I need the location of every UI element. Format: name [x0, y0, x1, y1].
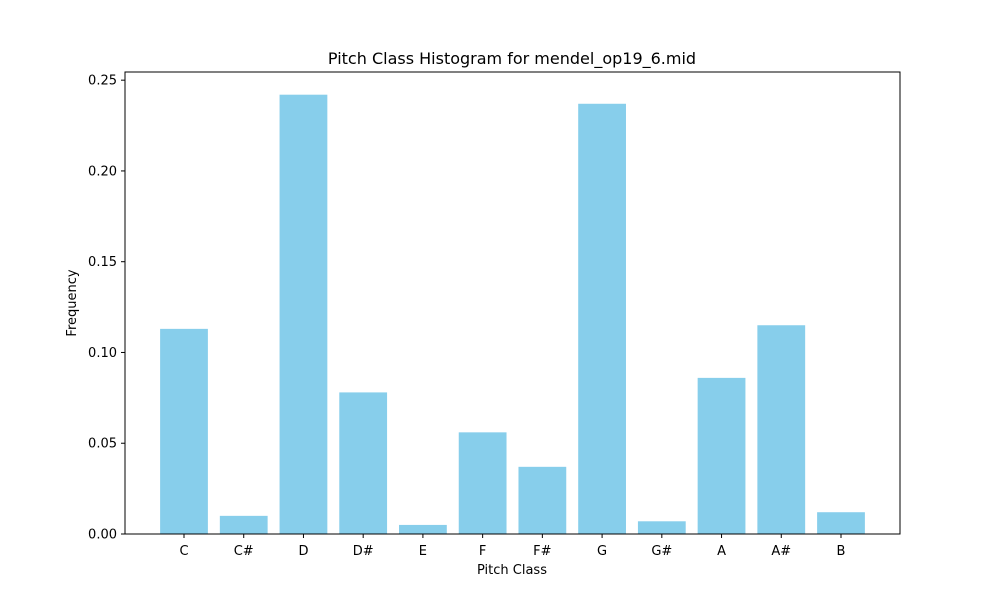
- y-tick-label: 0.00: [88, 528, 117, 543]
- x-axis-ticks: C C# D D# E F F# G G# A A# B: [179, 534, 845, 559]
- x-tick-label: B: [837, 544, 846, 559]
- x-tick-label: F: [479, 544, 486, 559]
- y-tick-label: 0.05: [88, 437, 117, 452]
- x-tick-label: G: [597, 544, 607, 559]
- x-tick-label: D#: [353, 544, 374, 559]
- bar-a-sharp: [757, 325, 806, 534]
- y-tick-label: 0.15: [88, 255, 117, 270]
- bar-d-sharp: [339, 392, 388, 534]
- y-axis-ticks: 0.00 0.05 0.10 0.15 0.20 0.25: [88, 74, 125, 543]
- bar-a: [697, 377, 746, 534]
- x-tick-label: A: [717, 544, 726, 559]
- y-axis-label: Frequency: [65, 269, 80, 336]
- plot-frame: [124, 71, 901, 535]
- bar-d: [279, 94, 328, 534]
- x-tick-label: F#: [533, 544, 551, 559]
- x-tick-label: A#: [771, 544, 791, 559]
- x-tick-label: C#: [234, 544, 254, 559]
- x-tick-label: D: [298, 544, 308, 559]
- x-tick-label: E: [419, 544, 427, 559]
- bar-f-sharp: [518, 466, 567, 534]
- x-axis-label: Pitch Class: [477, 563, 547, 578]
- x-tick-label: G#: [651, 544, 672, 559]
- y-tick-label: 0.10: [88, 346, 117, 361]
- y-tick-label: 0.20: [88, 164, 117, 179]
- bars-group: [160, 94, 865, 535]
- x-tick-label: C: [179, 544, 188, 559]
- bar-b: [817, 512, 865, 534]
- chart-title: Pitch Class Histogram for mendel_op19_6.…: [328, 49, 696, 69]
- bar-f: [458, 432, 507, 534]
- bar-g: [578, 103, 626, 535]
- y-tick-label: 0.25: [88, 74, 117, 89]
- bar-g-sharp: [637, 521, 686, 534]
- bar-c: [160, 328, 208, 534]
- bar-c-sharp: [219, 515, 268, 534]
- bar-e: [399, 524, 447, 534]
